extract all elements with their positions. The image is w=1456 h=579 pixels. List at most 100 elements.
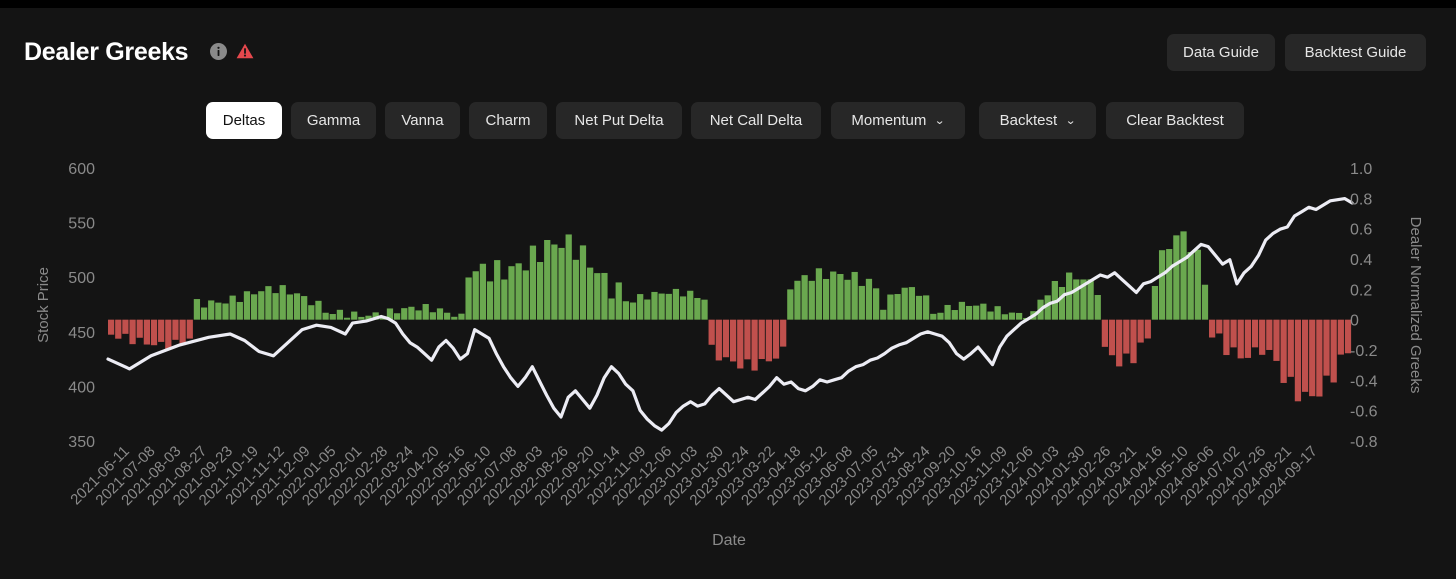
delta-bar [293, 293, 301, 320]
left-tick-label: 400 [68, 379, 95, 396]
delta-bars [108, 231, 1352, 402]
delta-bar [458, 313, 465, 320]
delta-bar [601, 272, 608, 320]
delta-bar [501, 279, 508, 320]
delta-bar [336, 309, 344, 320]
delta-bar [436, 308, 444, 320]
delta-bar [200, 307, 208, 320]
delta-bar [973, 305, 980, 320]
delta-bar [958, 301, 966, 320]
delta-bar [108, 319, 115, 335]
delta-bar [208, 300, 215, 320]
delta-bar [1001, 314, 1008, 320]
delta-bar [1251, 319, 1259, 348]
delta-bar [265, 286, 272, 320]
delta-bar [594, 273, 601, 320]
right-tick-label: 0.2 [1350, 282, 1372, 299]
delta-bar [372, 312, 379, 320]
delta-bar [479, 263, 487, 320]
left-tick-label: 350 [68, 434, 95, 451]
delta-bar [1287, 319, 1294, 377]
delta-bar [1151, 285, 1159, 320]
delta-bar [494, 260, 501, 320]
delta-bar [944, 304, 951, 320]
tab-net-put-delta[interactable]: Net Put Delta [556, 102, 682, 139]
tab-gamma[interactable]: Gamma [291, 102, 376, 139]
delta-bar [987, 311, 994, 320]
delta-bar [665, 293, 672, 320]
delta-bar [472, 271, 479, 320]
delta-bar [158, 319, 165, 342]
right-tick-label: -0.6 [1350, 404, 1378, 421]
tab-charm[interactable]: Charm [469, 102, 547, 139]
delta-bar [444, 312, 451, 320]
delta-bar [758, 319, 765, 360]
delta-bar [250, 294, 258, 320]
left-axis-ticks: 600 550 500 450 400 350 [68, 161, 95, 451]
delta-bar [615, 282, 622, 320]
delta-bar [1158, 250, 1166, 320]
delta-bar [808, 280, 815, 320]
delta-bar [629, 302, 637, 320]
right-tick-label: 1.0 [1350, 161, 1372, 178]
info-icon[interactable] [210, 43, 227, 60]
page-title: Dealer Greeks [24, 38, 189, 66]
delta-bar [872, 288, 880, 320]
delta-bar [1123, 319, 1130, 354]
right-tick-label: -0.4 [1350, 373, 1378, 390]
delta-bar [1223, 319, 1230, 356]
delta-bar [422, 304, 429, 320]
dropdown-label: Backtest [999, 112, 1058, 129]
tab-label: Net Put Delta [574, 112, 664, 129]
delta-bar [193, 299, 201, 320]
delta-bar [1166, 249, 1173, 320]
tab-net-call-delta[interactable]: Net Call Delta [691, 102, 821, 139]
x-axis-ticks: 2021-06-112021-07-082021-08-032021-08-27… [67, 443, 1320, 509]
delta-bar [115, 319, 122, 339]
right-tick-label: -0.8 [1350, 434, 1378, 451]
delta-bar [679, 296, 687, 320]
delta-bar [1266, 319, 1273, 350]
delta-bar [143, 319, 150, 345]
left-tick-label: 600 [68, 161, 95, 178]
delta-bar [1144, 319, 1151, 339]
delta-bar [772, 319, 780, 359]
delta-bar [236, 301, 243, 320]
delta-bar [780, 319, 787, 347]
right-axis-label: Dealer Normalized Greeks [1407, 217, 1424, 394]
delta-bar [401, 308, 408, 320]
delta-bar [1187, 252, 1194, 320]
delta-bar [301, 296, 308, 320]
delta-bar [129, 319, 136, 345]
delta-bar [815, 268, 823, 320]
delta-bar [408, 306, 415, 320]
delta-bar [908, 287, 915, 320]
delta-bar [1337, 319, 1344, 355]
momentum-dropdown[interactable]: Momentum ⌄ [831, 102, 965, 139]
delta-bar [923, 295, 930, 320]
delta-bar [1344, 319, 1352, 354]
delta-bar [801, 275, 808, 320]
backtest-guide-button[interactable]: Backtest Guide [1285, 34, 1426, 71]
delta-bar [608, 298, 615, 320]
delta-bar [1209, 319, 1216, 338]
warning-icon[interactable] [236, 43, 254, 59]
delta-bar [1230, 319, 1237, 348]
delta-bar [1066, 272, 1073, 320]
delta-bar [894, 294, 901, 320]
delta-bar [1058, 287, 1066, 320]
delta-bar [1073, 279, 1080, 320]
clear-backtest-button[interactable]: Clear Backtest [1106, 102, 1244, 139]
delta-bar [1044, 295, 1051, 320]
data-guide-button[interactable]: Data Guide [1167, 34, 1275, 71]
tab-label: Gamma [306, 112, 361, 129]
delta-bar [658, 293, 665, 320]
delta-bar [644, 299, 651, 320]
backtest-dropdown[interactable]: Backtest ⌄ [979, 102, 1096, 139]
delta-bar [1301, 319, 1309, 392]
tab-deltas[interactable]: Deltas [206, 102, 282, 139]
dealer-greeks-chart: 600 550 500 450 400 350 1.0 0.8 0.6 0.4 0.2 0 -0.2 -… [35, 161, 1424, 549]
tab-vanna[interactable]: Vanna [385, 102, 460, 139]
delta-bar [286, 294, 293, 320]
delta-bar [937, 312, 944, 320]
